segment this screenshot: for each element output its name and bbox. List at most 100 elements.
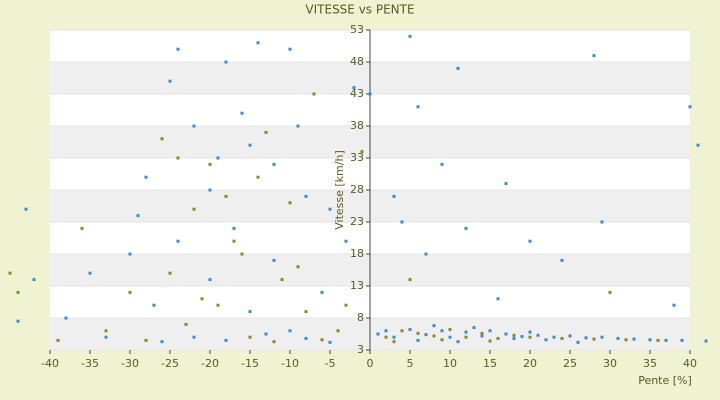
y-tick-label: 33 [350,151,364,164]
point [56,338,60,342]
point [288,201,292,205]
y-tick-label: 18 [350,247,364,260]
point [176,47,180,51]
x-tick-label: -15 [241,357,259,370]
point [408,34,412,38]
point [160,137,164,141]
point [192,124,196,128]
point [600,220,604,224]
x-axis-title: Pente [%] [638,374,692,387]
point [256,175,260,179]
point [192,207,196,211]
x-tick-label: 15 [483,357,497,370]
point [496,297,500,301]
point [648,338,652,342]
point [200,297,204,301]
point [488,339,492,343]
point [368,92,372,96]
point [528,239,532,243]
point [232,226,236,230]
point [144,175,148,179]
x-tick-label: -40 [41,357,59,370]
point [256,41,260,45]
x-tick-label: 10 [443,357,457,370]
point [480,334,484,338]
point [536,333,540,337]
point [304,194,308,198]
point [496,336,500,340]
point [552,335,556,339]
point [440,162,444,166]
point [224,194,228,198]
x-tick-label: -35 [81,357,99,370]
y-tick-label: 8 [357,311,364,324]
point [704,339,708,343]
point [592,54,596,58]
point [448,328,452,332]
point [424,252,428,256]
point [168,79,172,83]
point [392,340,396,344]
point [136,214,140,218]
point [296,124,300,128]
point [656,338,660,342]
point [168,271,172,275]
point [208,162,212,166]
point [344,239,348,243]
point [400,329,404,333]
point [216,303,220,307]
point [272,340,276,344]
point [592,337,596,341]
point [328,207,332,211]
point [176,156,180,160]
point [600,335,604,339]
point [624,338,628,342]
point [432,324,436,328]
point [432,334,436,338]
point [488,329,492,333]
y-tick-label: 48 [350,55,364,68]
point [304,310,308,314]
point [576,340,580,344]
x-tick-label: 40 [683,357,697,370]
point [512,333,516,337]
point [416,331,420,335]
point [408,328,412,332]
x-tick-label: 30 [603,357,617,370]
chart-title: VITESSE vs PENTE [305,3,414,17]
y-tick-label: 23 [350,215,364,228]
point [680,338,684,342]
point [288,47,292,51]
point [280,278,284,282]
point [176,239,180,243]
point [632,337,636,341]
point [416,105,420,109]
x-tick-label: 35 [643,357,657,370]
point [344,303,348,307]
point [320,338,324,342]
y-tick-label: 43 [350,87,364,100]
point [480,331,484,335]
x-tick-label: -30 [121,357,139,370]
point [528,330,532,334]
x-tick-label: 5 [407,357,414,370]
point [248,335,252,339]
point [336,329,340,333]
point [272,258,276,262]
y-tick-label: 13 [350,279,364,292]
point [408,278,412,282]
point [216,156,220,160]
point [448,335,452,339]
point [296,265,300,269]
point [440,338,444,342]
x-tick-label: 20 [523,357,537,370]
point [560,258,564,262]
point [608,290,612,294]
point [208,188,212,192]
point [392,194,396,198]
point [392,335,396,339]
point [64,316,68,320]
point [440,329,444,333]
point [416,338,420,342]
point [520,335,524,339]
